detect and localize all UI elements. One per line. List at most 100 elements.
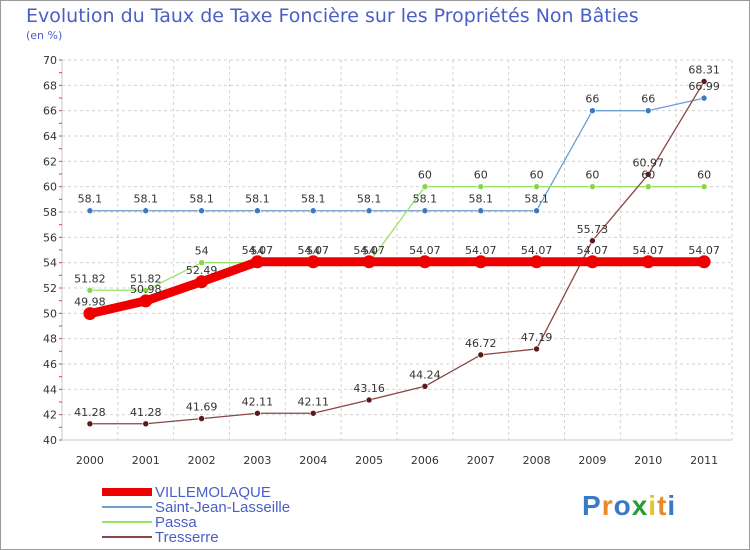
series-line-saint-jean-lasseille [89,97,705,212]
y-tick-label: 42 [43,409,57,422]
data-label-passa: 54 [195,245,209,258]
data-label-villemolaque: 54.07 [633,244,665,257]
data-point-villemolaque [362,255,376,269]
y-tick-label: 68 [43,79,57,92]
data-point-villemolaque [585,255,599,269]
data-label-tresserre: 43.16 [353,382,385,395]
data-label-passa: 51.82 [74,272,106,285]
data-point-saint-jean-lasseille [254,207,261,215]
data-point-tresserre [254,409,261,417]
data-point-tresserre [644,171,652,178]
data-point-passa [477,183,485,190]
legend-label-saint-jean-lasseille: Saint-Jean-Lasseille [155,499,290,516]
data-point-villemolaque [195,275,209,289]
data-label-villemolaque: 50.98 [130,283,162,296]
data-point-passa [142,286,150,294]
data-label-saint-jean-lasseille: 58.1 [189,193,214,206]
data-point-tresserre [477,351,485,359]
data-label-passa: 51.82 [130,272,162,285]
x-tick-label: 2006 [411,454,439,467]
x-tick-label: 2000 [76,454,104,467]
data-label-passa: 60 [474,169,488,182]
y-tick-label: 44 [43,383,57,396]
logo-letter: r [601,490,614,521]
data-point-passa [700,183,708,190]
data-label-saint-jean-lasseille: 58.1 [134,193,159,206]
x-tick-label: 2004 [299,454,327,467]
y-tick-label: 40 [43,434,57,447]
data-label-villemolaque: 54.07 [688,244,720,257]
y-tick-label: 58 [43,206,57,219]
y-tick-label: 56 [43,231,57,244]
data-label-tresserre: 44.24 [409,368,441,381]
plot-area [62,60,732,440]
data-point-tresserre [365,396,373,404]
logo-letter: x [631,490,649,521]
x-tick-label: 2007 [467,454,495,467]
x-tick-label: 2003 [243,454,271,467]
y-tick-label: 70 [43,54,57,67]
data-label-passa: 54 [362,245,376,258]
data-point-villemolaque [530,255,544,269]
x-tick-label: 2005 [355,454,383,467]
data-label-passa: 60 [697,169,711,182]
x-tick-label: 2008 [523,454,551,467]
data-point-villemolaque [697,255,711,269]
series-line-villemolaque [85,257,709,319]
data-label-villemolaque: 52.49 [186,264,218,277]
data-point-saint-jean-lasseille [477,207,485,215]
data-label-villemolaque: 54.07 [353,244,385,257]
data-label-passa: 60 [641,169,655,182]
y-tick-label: 66 [43,105,57,118]
x-tick-label: 2001 [132,454,160,467]
data-point-saint-jean-lasseille [86,207,94,215]
data-point-tresserre [421,382,429,390]
data-label-saint-jean-lasseille: 58.1 [413,193,438,206]
data-point-villemolaque [641,255,655,269]
data-point-villemolaque [83,307,97,321]
data-label-saint-jean-lasseille: 58.1 [524,193,549,206]
data-label-villemolaque: 54.07 [577,244,609,257]
data-point-tresserre [142,420,150,428]
data-point-villemolaque [306,255,320,269]
y-tick-label: 50 [43,307,57,320]
data-label-villemolaque: 54.07 [242,244,274,257]
y-tick-label: 52 [43,282,57,295]
data-label-tresserre: 41.69 [186,401,218,414]
data-point-tresserre [309,409,317,417]
data-point-saint-jean-lasseille [589,107,596,114]
data-label-saint-jean-lasseille: 58.1 [357,193,382,206]
data-point-passa [533,183,540,190]
chart-title: Evolution du Taux de Taxe Foncière sur l… [26,5,639,27]
data-label-saint-jean-lasseille: 66 [641,93,655,106]
logo-letter: o [613,490,632,521]
data-label-tresserre: 42.11 [242,395,274,408]
data-point-tresserre [86,420,94,428]
data-label-tresserre: 41.28 [74,406,106,419]
y-tick-label: 48 [43,333,57,346]
data-label-villemolaque: 49.98 [74,296,106,309]
y-tick-label: 54 [43,257,57,270]
logo-letter: P [582,490,602,521]
data-label-saint-jean-lasseille: 58.1 [78,193,103,206]
x-tick-label: 2009 [578,454,606,467]
logo-letter: i [648,490,658,521]
series-line-passa [89,186,705,291]
data-label-passa: 60 [585,169,599,182]
y-tick-label: 62 [43,155,57,168]
proxiti-logo: Proxiti [582,490,676,522]
data-label-tresserre: 68.31 [688,63,720,76]
data-label-villemolaque: 54.07 [465,244,497,257]
x-tick-label: 2002 [188,454,216,467]
data-label-saint-jean-lasseille: 58.1 [245,193,270,206]
data-label-saint-jean-lasseille: 58.1 [469,193,494,206]
data-point-passa [421,183,429,190]
legend-label-villemolaque: VILLEMOLAQUE [155,484,271,501]
data-label-tresserre: 60.97 [633,156,665,169]
data-point-villemolaque [139,294,153,308]
data-point-tresserre [589,237,596,245]
data-label-tresserre: 41.28 [130,406,162,419]
logo-letter: t [657,490,668,521]
data-point-saint-jean-lasseille [365,207,373,215]
data-label-tresserre: 46.72 [465,337,497,350]
